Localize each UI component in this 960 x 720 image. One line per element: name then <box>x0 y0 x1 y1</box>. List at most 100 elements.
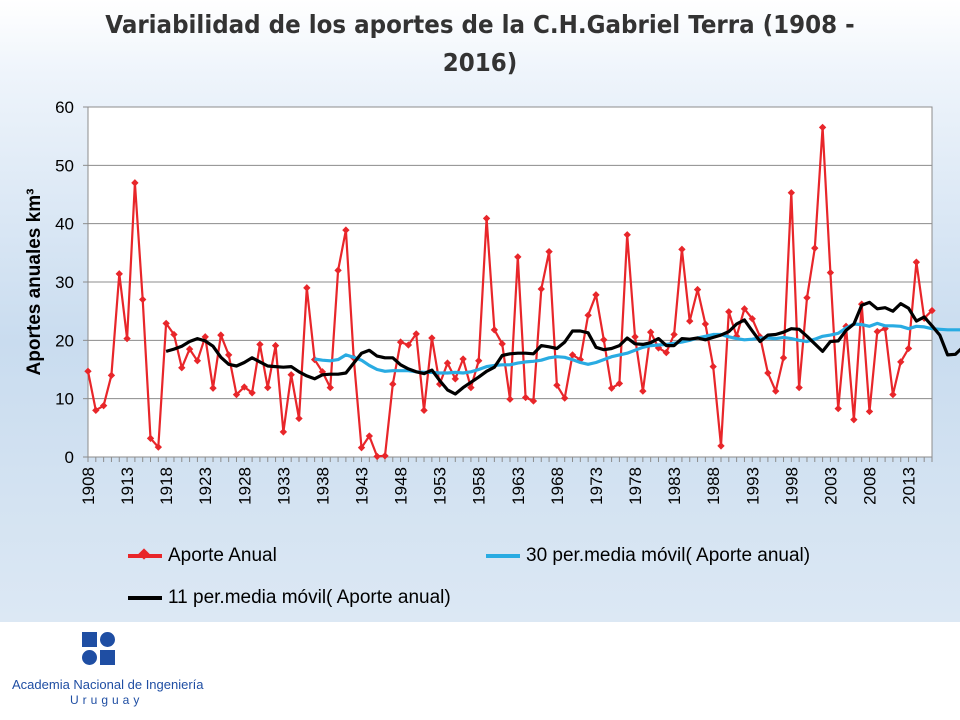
data-point-aporte-anual <box>600 336 608 344</box>
x-tick-label: 1963 <box>509 467 528 505</box>
y-tick-label: 60 <box>55 98 74 117</box>
data-point-aporte-anual <box>123 334 131 343</box>
legend-swatch-aporte-anual <box>128 548 162 560</box>
data-point-aporte-anual <box>84 367 92 375</box>
data-point-aporte-anual <box>795 383 803 392</box>
data-point-aporte-anual <box>193 357 202 365</box>
data-point-aporte-anual <box>373 452 381 461</box>
data-point-aporte-anual <box>139 295 147 304</box>
data-point-aporte-anual <box>897 358 905 366</box>
chart-title-line1: Variabilidad de los aportes de la C.H.Ga… <box>105 10 855 39</box>
data-point-aporte-anual <box>248 389 256 397</box>
x-tick-label: 1948 <box>392 467 411 505</box>
data-point-aporte-anual <box>787 189 796 197</box>
data-point-aporte-anual <box>568 351 577 359</box>
data-point-aporte-anual <box>514 253 522 261</box>
data-point-aporte-anual <box>779 354 788 362</box>
data-point-aporte-anual <box>553 381 561 389</box>
x-tick-label: 1993 <box>743 467 762 505</box>
data-point-aporte-anual <box>912 258 921 266</box>
legend-swatch-11-media-movil <box>128 596 162 600</box>
legend-label-11-media-movil: 11 per.media móvil( Aporte anual) <box>168 587 451 608</box>
data-point-aporte-anual <box>92 406 100 415</box>
data-point-aporte-anual <box>529 397 538 405</box>
chart-title-line2: 2016) <box>442 48 518 77</box>
y-tick-label: 0 <box>65 448 74 467</box>
legend-label-aporte-anual: Aporte Anual <box>168 545 277 566</box>
data-point-aporte-anual <box>178 364 186 372</box>
data-point-aporte-anual <box>404 341 413 349</box>
x-tick-label: 1913 <box>118 467 137 505</box>
data-point-aporte-anual <box>271 341 280 350</box>
x-tick-label: 1928 <box>235 467 254 505</box>
data-point-aporte-anual <box>740 305 749 313</box>
data-point-aporte-anual <box>811 244 819 252</box>
data-point-aporte-anual <box>162 319 170 328</box>
data-point-aporte-anual <box>443 359 452 367</box>
x-tick-label: 1998 <box>782 467 801 505</box>
data-point-aporte-anual <box>865 407 874 416</box>
x-tick-label: 1988 <box>704 467 723 505</box>
data-point-aporte-anual <box>467 383 475 392</box>
x-tick-label: 1968 <box>548 467 567 505</box>
data-point-aporte-anual <box>584 311 592 319</box>
legend-label-30-media-movil: 30 per.media móvil( Aporte anual) <box>526 545 811 566</box>
chart-title: Variabilidad de los aportes de la C.H.Ga… <box>94 6 867 82</box>
data-point-aporte-anual <box>232 390 241 399</box>
x-tick-label: 1958 <box>470 467 489 505</box>
logo-circle-2 <box>82 650 97 665</box>
data-point-aporte-anual <box>279 428 288 436</box>
data-point-aporte-anual <box>662 348 670 357</box>
data-point-aporte-anual <box>201 333 209 341</box>
data-point-aporte-anual <box>420 406 428 415</box>
legend-item-11-media-movil: 11 per.media móvil( Aporte anual) <box>128 587 451 609</box>
x-tick-label: 1933 <box>274 467 293 505</box>
data-point-aporte-anual <box>287 371 295 379</box>
data-point-aporte-anual <box>725 308 733 316</box>
y-tick-label: 10 <box>55 390 74 409</box>
logo-circle-1 <box>100 632 115 647</box>
data-point-aporte-anual <box>389 380 397 388</box>
data-point-aporte-anual <box>850 415 858 424</box>
data-point-aporte-anual <box>748 315 756 323</box>
data-point-aporte-anual <box>904 344 913 353</box>
legend-item-30-media-movil: 30 per.media móvil( Aporte anual) <box>486 545 810 567</box>
x-tick-label: 1953 <box>431 467 450 505</box>
data-point-aporte-anual <box>803 294 811 302</box>
y-tick-label: 30 <box>55 273 74 292</box>
data-point-aporte-anual <box>639 387 647 395</box>
logo-text-uruguay: Uruguay <box>70 693 144 707</box>
x-tick-label: 2008 <box>860 467 879 505</box>
y-tick-label: 50 <box>55 156 74 175</box>
logo-square-2 <box>100 650 115 665</box>
footer-background <box>0 622 960 720</box>
data-point-aporte-anual <box>459 355 467 363</box>
data-point-aporte-anual <box>365 432 374 440</box>
data-point-aporte-anual <box>185 345 194 353</box>
data-point-aporte-anual <box>772 387 780 395</box>
data-point-aporte-anual <box>834 404 842 413</box>
data-point-aporte-anual <box>873 327 881 336</box>
data-point-aporte-anual <box>412 330 420 338</box>
x-tick-label: 1938 <box>313 467 332 505</box>
logo-square-1 <box>82 632 97 647</box>
data-point-aporte-anual <box>631 333 639 341</box>
x-tick-label: 1978 <box>626 467 645 505</box>
data-point-aporte-anual <box>295 414 303 423</box>
data-point-aporte-anual <box>818 123 827 132</box>
data-point-aporte-anual <box>154 443 163 451</box>
data-point-aporte-anual <box>209 384 217 392</box>
data-point-aporte-anual <box>475 357 483 365</box>
series-line-11-media-movil <box>165 300 960 396</box>
x-tick-label: 2003 <box>821 467 840 505</box>
data-point-aporte-anual <box>326 383 334 392</box>
chart: 0 10 20 30 40 50 60 1908 1913 1918 1923 1928 1933 193… <box>24 98 960 505</box>
data-point-aporte-anual <box>764 369 772 377</box>
data-point-aporte-anual <box>396 338 405 346</box>
data-point-aporte-anual <box>264 383 272 392</box>
data-point-aporte-anual <box>709 362 717 371</box>
data-point-aporte-anual <box>381 452 389 460</box>
data-point-aporte-anual <box>170 330 178 339</box>
data-point-aporte-anual <box>240 383 248 391</box>
data-point-aporte-anual <box>670 330 678 339</box>
